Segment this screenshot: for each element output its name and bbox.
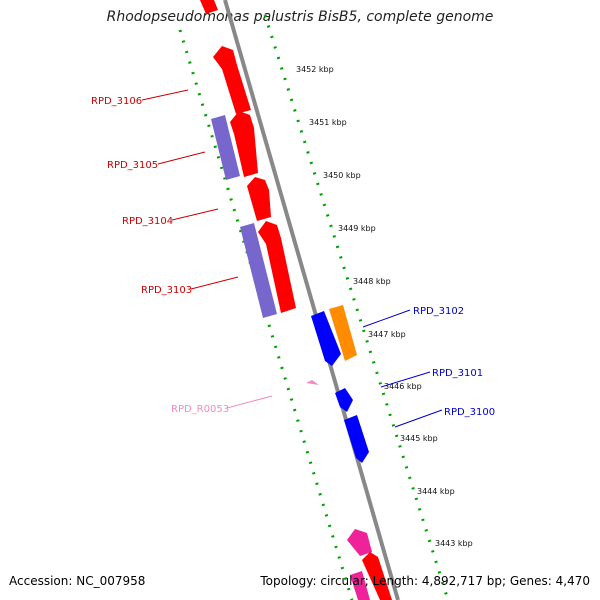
accession-text: Accession: NC_007958 <box>9 574 146 588</box>
gene-leader-line <box>157 151 206 165</box>
gene-label[interactable]: RPD_R0053 <box>171 404 229 415</box>
gene-label[interactable]: RPD_3105 <box>107 160 158 171</box>
gene-label[interactable]: RPD_3106 <box>91 96 142 107</box>
gene-bottom-magenta-2 <box>350 571 370 600</box>
gene-leader-line <box>226 395 273 409</box>
gene-rpd3103-arrow <box>258 221 296 313</box>
tick-label: 3447 kbp <box>368 330 406 339</box>
gene-leader-line <box>380 371 431 388</box>
gene-label[interactable]: RPD_3100 <box>444 407 495 418</box>
gene-label[interactable]: RPD_3103 <box>141 285 192 296</box>
tick-label: 3445 kbp <box>400 434 438 443</box>
tick-label: 3450 kbp <box>323 171 361 180</box>
gene-rpd3104-arrow <box>247 177 271 221</box>
tick-label: 3449 kbp <box>338 224 376 233</box>
gene-rpd3102-orange <box>329 305 357 361</box>
gene-leader-line <box>171 208 219 221</box>
tick-label: 3452 kbp <box>296 65 334 74</box>
gene-label[interactable]: RPD_3101 <box>432 368 483 379</box>
gene-rpd3102-blue <box>311 311 341 366</box>
gene-label[interactable]: RPD_3104 <box>122 216 173 227</box>
tick-label: 3451 kbp <box>309 118 347 127</box>
gene-rpd3103-bar <box>240 223 277 318</box>
tick-label: 3446 kbp <box>384 382 422 391</box>
gene-leader-line <box>394 409 443 428</box>
gene-rpd3101-blue <box>335 388 353 412</box>
gene-rpd-r0053 <box>306 380 319 385</box>
gene-leader-line <box>190 276 239 290</box>
map-title: Rhodopseudomonas palustris BisB5, comple… <box>106 9 494 25</box>
gene-rpd3106-arrow <box>213 46 251 114</box>
gene-bottom-red-1 <box>362 552 392 600</box>
gene-rpd3105-arrow <box>230 111 258 177</box>
gene-rpd3105-bar <box>211 115 240 180</box>
gene-top-partial <box>200 0 218 14</box>
gene-bottom-magenta <box>347 529 372 556</box>
tick-label: 3443 kbp <box>435 539 473 548</box>
tick-label: 3448 kbp <box>353 277 391 286</box>
gene-rpd3100-blue <box>344 415 369 463</box>
genome-stats-text: Topology: circular; Length: 4,892,717 bp… <box>260 574 590 588</box>
gene-leader-line <box>141 89 189 101</box>
gene-label[interactable]: RPD_3102 <box>413 306 464 317</box>
gene-leader-line <box>362 309 411 328</box>
tick-label: 3444 kbp <box>417 487 455 496</box>
genome-backbone <box>223 0 400 600</box>
